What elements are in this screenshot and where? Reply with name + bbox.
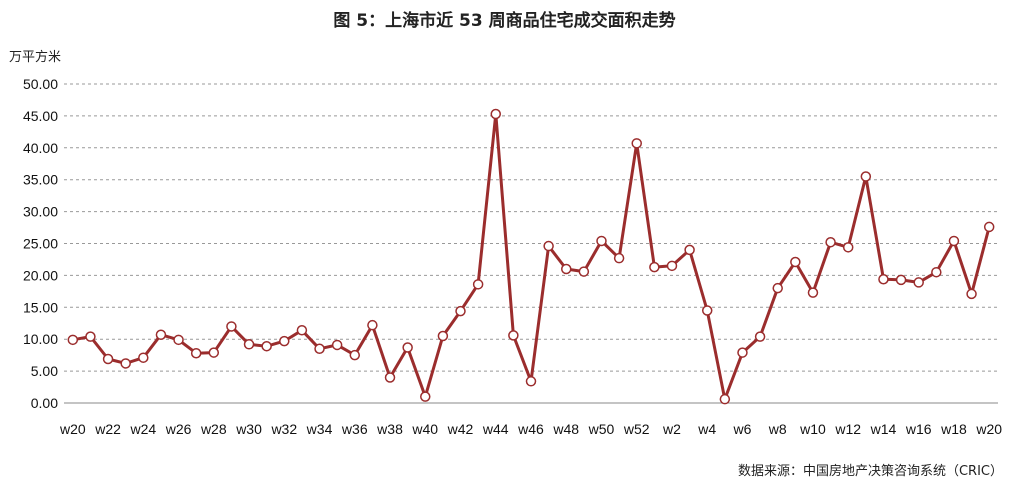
y-tick-label: 20.00 [23, 267, 58, 283]
data-point [719, 393, 731, 405]
x-tick-label: w28 [200, 421, 227, 437]
data-point [578, 266, 590, 277]
x-tick-label: w14 [870, 421, 897, 437]
x-tick-label: w18 [940, 421, 967, 437]
x-tick-label: w30 [235, 421, 262, 437]
x-tick-label: w12 [834, 421, 861, 437]
data-point [331, 339, 343, 351]
y-tick-label: 40.00 [23, 140, 58, 156]
data-point [754, 331, 766, 342]
data-point [895, 274, 907, 286]
x-tick-label: w2 [662, 421, 681, 437]
data-point [243, 339, 255, 350]
data-point [296, 325, 308, 336]
data-point [966, 288, 977, 300]
data-point [983, 221, 995, 233]
x-tick-label: w42 [447, 421, 474, 437]
data-point [790, 256, 801, 268]
x-tick-label: w48 [552, 421, 579, 437]
x-tick-label: w46 [517, 421, 544, 437]
x-tick-label: w50 [588, 421, 615, 437]
x-axis-ticks: w20 w22 w24 w26 w28 w30 w32 w34 w36 w38 w40 w42 w44 w… [59, 421, 1002, 437]
y-tick-label: 0.00 [31, 395, 58, 411]
data-point [455, 305, 466, 317]
data-point [120, 358, 131, 369]
data-point [226, 321, 237, 332]
data-point [437, 330, 449, 342]
data-point [666, 260, 678, 272]
x-tick-label: w16 [905, 421, 932, 437]
data-source-note: 数据来源：中国房地产决策咨询系统（CRIC） [737, 464, 1003, 479]
y-tick-label: 45.00 [23, 108, 58, 124]
x-tick-label: w34 [306, 421, 333, 437]
data-point [85, 331, 96, 342]
data-point [931, 266, 942, 278]
data-point [860, 171, 872, 182]
y-tick-label: 15.00 [23, 299, 58, 315]
x-tick-label: w26 [165, 421, 192, 437]
y-tick-label: 30.00 [23, 204, 58, 220]
data-point [913, 277, 924, 288]
data-point [525, 376, 537, 387]
data-point [261, 340, 272, 352]
y-tick-label: 10.00 [23, 331, 58, 347]
data-point [349, 349, 361, 361]
x-tick-label: w52 [623, 421, 650, 437]
x-tick-label: w10 [799, 421, 826, 437]
data-point [384, 372, 396, 383]
x-tick-label: w8 [768, 421, 787, 437]
y-tick-label: 25.00 [23, 236, 58, 252]
y-axis-unit-label: 万平方米 [9, 50, 62, 65]
data-point [560, 263, 572, 275]
x-tick-label: w20 [59, 421, 86, 437]
data-point [490, 108, 502, 120]
y-tick-label: 35.00 [23, 172, 58, 188]
data-point [138, 352, 149, 363]
data-points [67, 108, 995, 405]
x-tick-label: w32 [270, 421, 297, 437]
data-point [173, 334, 184, 346]
data-point [543, 240, 554, 252]
data-point [701, 305, 713, 316]
chart-title: 图 5：上海市近 53 周商品住宅成交面积走势 [333, 11, 676, 31]
y-tick-label: 5.00 [31, 363, 58, 379]
data-point [102, 353, 114, 365]
data-point [155, 329, 167, 340]
data-point [842, 242, 854, 253]
x-tick-label: w36 [341, 421, 368, 437]
x-tick-label: w44 [482, 421, 509, 437]
x-tick-label: w22 [94, 421, 121, 437]
data-point [472, 279, 484, 290]
data-point [208, 347, 220, 358]
data-point [807, 287, 819, 298]
data-point [631, 138, 642, 149]
data-point [420, 391, 431, 402]
data-point [613, 252, 625, 264]
data-point [649, 261, 660, 273]
data-point [367, 319, 378, 331]
data-point [67, 334, 79, 346]
data-point [684, 244, 695, 256]
x-tick-label: w40 [411, 421, 438, 437]
y-tick-label: 50.00 [23, 76, 58, 92]
data-point [737, 347, 748, 358]
data-point [596, 235, 607, 247]
data-point [279, 335, 290, 347]
data-point [878, 273, 889, 285]
data-point [772, 282, 783, 294]
x-tick-label: w4 [697, 421, 716, 437]
data-point [948, 235, 960, 247]
x-tick-label: w24 [129, 421, 156, 437]
data-point [190, 347, 202, 359]
data-point [825, 236, 836, 248]
data-point [402, 342, 413, 353]
gridlines [64, 83, 998, 372]
x-tick-label: w6 [733, 421, 752, 437]
y-axis-ticks: 0.00 5.00 10.00 15.00 20.00 25.00 30.00 35.00 40… [23, 76, 58, 411]
data-point [508, 330, 519, 341]
x-tick-label: w38 [376, 421, 403, 437]
x-tick-label: w20 [975, 421, 1002, 437]
data-point [314, 343, 325, 355]
